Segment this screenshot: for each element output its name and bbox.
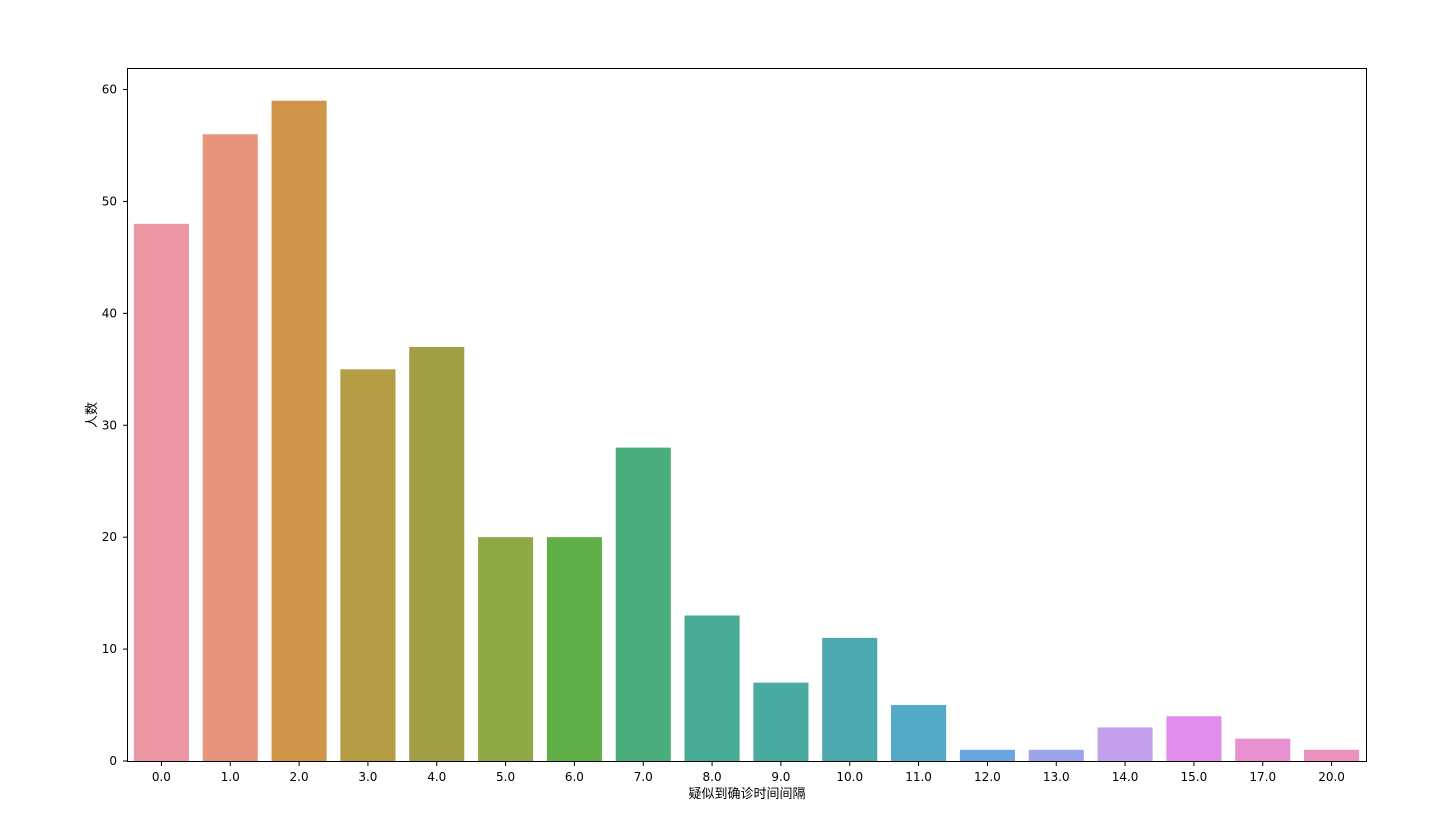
- bar-6-0: [546, 537, 602, 761]
- x-tick-label: 14.0: [1112, 770, 1139, 784]
- y-tick-label: 30: [102, 418, 117, 432]
- bar-8-0: [684, 615, 740, 761]
- axes-frame: [127, 68, 1367, 762]
- x-tick-label: 6.0: [565, 770, 584, 784]
- bar-20-0: [1304, 749, 1360, 761]
- bar-2-0: [271, 100, 327, 761]
- y-axis-label: 人数: [85, 402, 100, 428]
- bar-15-0: [1166, 716, 1222, 761]
- y-tick-label: 10: [102, 642, 117, 656]
- x-tick-label: 11.0: [905, 770, 932, 784]
- bars-layer: [133, 100, 1360, 762]
- x-tick-label: 4.0: [427, 770, 446, 784]
- bar-17-0: [1235, 738, 1291, 761]
- x-tick-label: 12.0: [974, 770, 1001, 784]
- x-tick-label: 9.0: [771, 770, 790, 784]
- y-tick-label: 0: [109, 754, 117, 768]
- x-tick-label: 3.0: [358, 770, 377, 784]
- bar-7-0: [615, 447, 671, 761]
- x-tick-label: 8.0: [703, 770, 722, 784]
- bar-4-0: [409, 346, 465, 761]
- bar-9-0: [753, 682, 809, 761]
- x-tick-label: 1.0: [221, 770, 240, 784]
- x-tick-label: 17.0: [1249, 770, 1276, 784]
- y-tick-label: 40: [102, 306, 117, 320]
- x-axis-ticks: 0.0 1.0 2.0 3.0 4.0 5.0 6.0 7.0 8.0 9.0 10.0 11.0 12…: [152, 761, 1345, 784]
- bar-14-0: [1097, 727, 1153, 761]
- x-tick-label: 0.0: [152, 770, 171, 784]
- bar-5-0: [478, 537, 534, 761]
- x-axis-label: 疑似到确诊时间间隔: [688, 786, 805, 802]
- x-tick-label: 15.0: [1181, 770, 1208, 784]
- bar-0-0: [133, 223, 189, 762]
- bar-12-0: [959, 749, 1015, 761]
- bar-13-0: [1028, 749, 1084, 761]
- bar-11-0: [891, 705, 947, 761]
- x-tick-label: 20.0: [1318, 770, 1345, 784]
- bar-1-0: [202, 134, 258, 761]
- bar-3-0: [340, 369, 396, 761]
- bar-10-0: [822, 637, 878, 761]
- y-tick-label: 20: [102, 530, 117, 544]
- x-tick-label: 5.0: [496, 770, 515, 784]
- x-tick-label: 7.0: [634, 770, 653, 784]
- y-tick-label: 50: [102, 194, 117, 208]
- y-axis-ticks: 0 10 20 30 40 50 60: [102, 83, 128, 768]
- x-tick-label: 2.0: [290, 770, 309, 784]
- x-tick-label: 10.0: [836, 770, 863, 784]
- y-tick-label: 60: [102, 83, 117, 97]
- x-tick-label: 13.0: [1043, 770, 1070, 784]
